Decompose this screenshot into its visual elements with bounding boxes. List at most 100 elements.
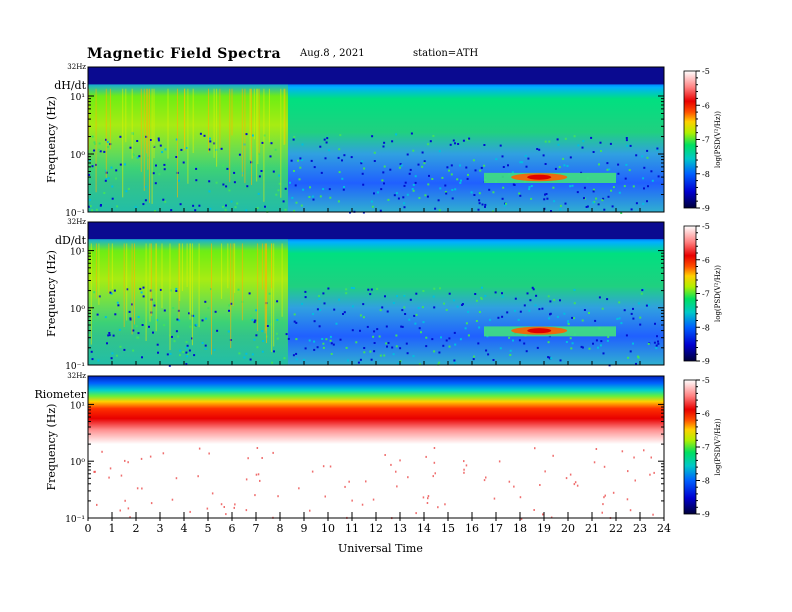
streak <box>227 243 229 289</box>
speckle <box>163 309 166 312</box>
speckle <box>137 336 140 339</box>
speckle <box>425 336 428 339</box>
speckle <box>89 205 92 208</box>
streak <box>257 88 259 165</box>
speckle <box>422 496 425 499</box>
speckle <box>264 205 266 208</box>
speckle <box>527 157 530 160</box>
speckle <box>635 202 638 205</box>
date-label: Aug.8 , 2021 <box>300 48 365 59</box>
speckle <box>533 509 535 511</box>
speckle <box>412 355 415 358</box>
speckle <box>204 344 207 347</box>
speckle <box>362 183 365 186</box>
speckle <box>311 195 314 198</box>
speckle <box>517 318 520 321</box>
speckle <box>308 196 311 198</box>
x-tick-label: 14 <box>417 522 431 535</box>
speckle <box>571 342 574 345</box>
speckle <box>410 132 413 135</box>
speckle <box>595 339 598 342</box>
speckle <box>109 467 112 470</box>
speckle <box>207 307 210 310</box>
x-tick-label: 23 <box>633 522 647 535</box>
speckle <box>643 449 645 452</box>
speckle <box>588 347 591 350</box>
speckle <box>330 353 333 355</box>
speckle <box>215 181 218 184</box>
speckle <box>521 161 524 164</box>
speckle <box>484 205 486 208</box>
speckle <box>502 166 505 168</box>
x-tick-label: 10 <box>321 522 335 535</box>
speckle <box>634 479 636 482</box>
speckle <box>193 325 196 328</box>
speckle <box>189 510 191 513</box>
speckle <box>95 208 98 211</box>
speckle <box>201 319 204 322</box>
colorbar <box>683 70 697 209</box>
speckle <box>542 513 544 516</box>
speckle <box>612 186 615 189</box>
speckle <box>600 340 603 343</box>
speckle <box>448 292 451 295</box>
y-tick-label: 10⁰ <box>70 151 85 161</box>
speckle <box>617 163 620 166</box>
speckle <box>581 346 584 349</box>
speckle <box>550 357 553 360</box>
speckle <box>142 203 145 206</box>
x-tick-label: 18 <box>513 522 527 535</box>
speckle <box>433 461 436 464</box>
panel-riometer-spectrogram <box>88 376 664 518</box>
speckle <box>94 470 96 473</box>
speckle <box>373 350 376 353</box>
speckle <box>274 148 277 151</box>
speckle <box>483 164 486 167</box>
speckle <box>525 350 528 353</box>
streak <box>264 243 266 334</box>
speckle <box>548 140 551 143</box>
speckle <box>382 145 385 148</box>
speckle <box>606 168 609 171</box>
speckle <box>114 313 117 316</box>
speckle <box>554 167 557 170</box>
speckle <box>155 164 157 167</box>
speckle <box>97 359 100 362</box>
speckle <box>599 141 602 144</box>
speckle <box>525 165 528 168</box>
speckle <box>569 156 572 159</box>
speckle <box>127 187 130 190</box>
speckle <box>293 136 296 138</box>
speckle <box>322 292 325 295</box>
speckle <box>480 166 483 169</box>
speckle <box>408 172 411 175</box>
colorbar-tick-label: -9 <box>702 510 710 519</box>
speckle <box>170 209 173 212</box>
speckle <box>175 330 178 333</box>
speckle <box>501 155 504 158</box>
speckle <box>465 464 468 467</box>
speckle <box>175 477 178 480</box>
speckle <box>329 339 332 342</box>
speckle <box>255 309 258 312</box>
speckle <box>292 138 295 141</box>
streak <box>140 88 142 172</box>
speckle <box>101 450 103 453</box>
streak <box>263 88 265 202</box>
speckle <box>651 179 654 182</box>
speckle <box>222 205 224 208</box>
streak <box>258 88 260 154</box>
speckle <box>399 163 402 166</box>
speckle <box>459 164 461 167</box>
speckle <box>617 172 620 175</box>
speckle <box>111 197 114 200</box>
speckle <box>363 351 366 354</box>
speckle <box>369 350 372 353</box>
speckle <box>640 292 643 295</box>
speckle <box>474 169 477 172</box>
speckle <box>541 307 544 310</box>
speckle <box>149 455 152 458</box>
speckle <box>361 160 363 163</box>
speckle <box>164 200 167 203</box>
speckle <box>429 140 432 143</box>
